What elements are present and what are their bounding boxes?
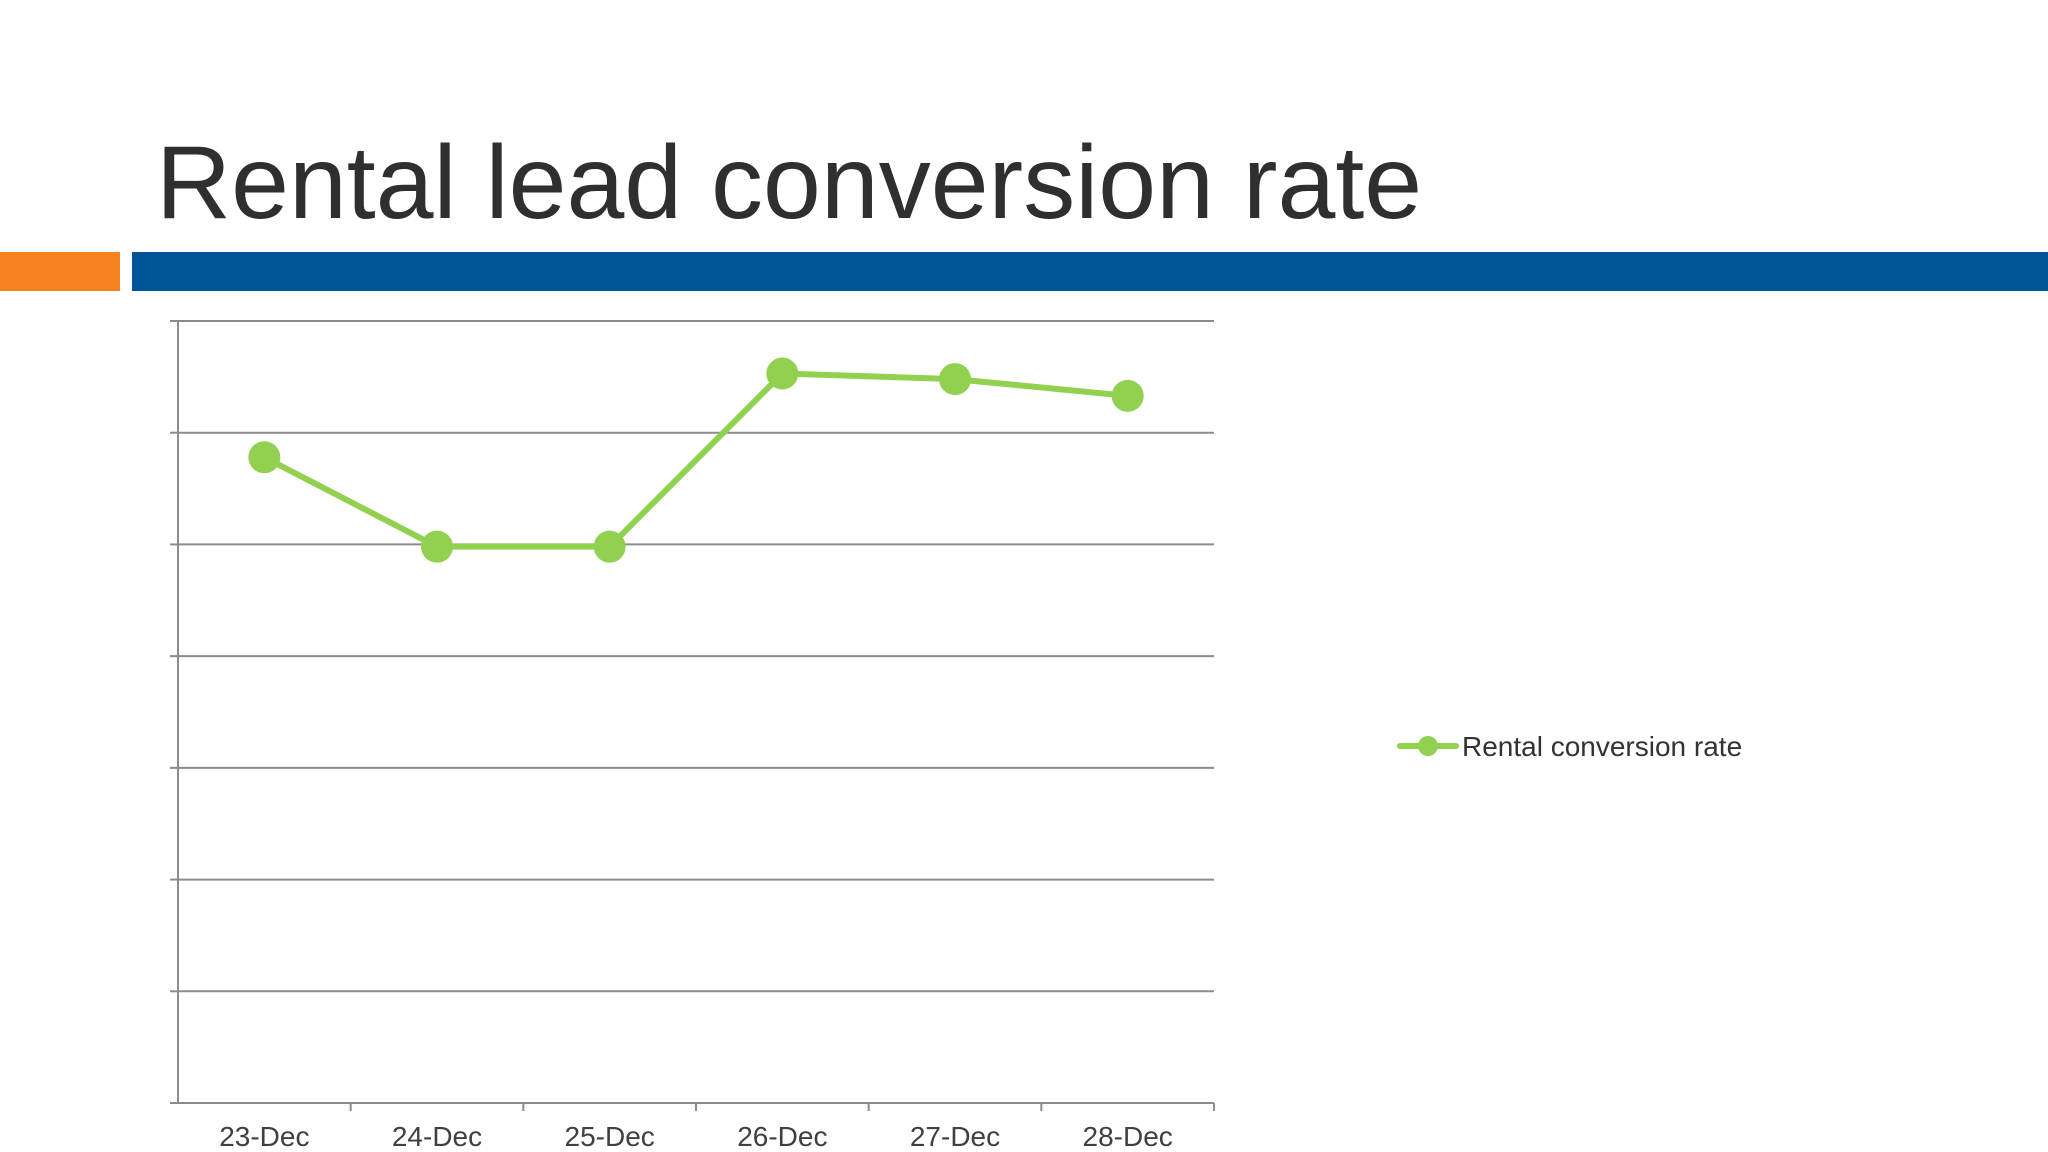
chart-axes bbox=[170, 320, 1215, 1111]
legend-marker bbox=[1418, 736, 1438, 756]
x-tick-label: 28-Dec bbox=[1083, 1121, 1173, 1152]
chart-legend: Rental conversion rate bbox=[1397, 731, 1742, 762]
x-tick-label: 27-Dec bbox=[910, 1121, 1000, 1152]
x-tick-label: 23-Dec bbox=[219, 1121, 309, 1152]
data-point bbox=[421, 530, 453, 563]
data-point bbox=[939, 363, 971, 396]
x-tick-label: 24-Dec bbox=[392, 1121, 482, 1152]
legend-label: Rental conversion rate bbox=[1462, 731, 1742, 762]
slide-title: Rental lead conversion rate bbox=[156, 125, 1423, 241]
x-tick-label: 26-Dec bbox=[737, 1121, 827, 1152]
data-point bbox=[766, 357, 799, 390]
chart-gridlines bbox=[178, 320, 1214, 993]
series-line bbox=[261, 370, 1131, 550]
data-point bbox=[593, 530, 626, 563]
chart-series bbox=[248, 357, 1144, 563]
data-point bbox=[248, 441, 281, 474]
data-point bbox=[1111, 379, 1144, 412]
title-underline-bar bbox=[132, 252, 2048, 291]
x-tick-label: 25-Dec bbox=[565, 1121, 655, 1152]
x-axis-labels: 23-Dec 24-Dec 25-Dec 26-Dec 27-Dec 28-Dec bbox=[219, 1121, 1173, 1152]
accent-bar bbox=[0, 252, 120, 291]
